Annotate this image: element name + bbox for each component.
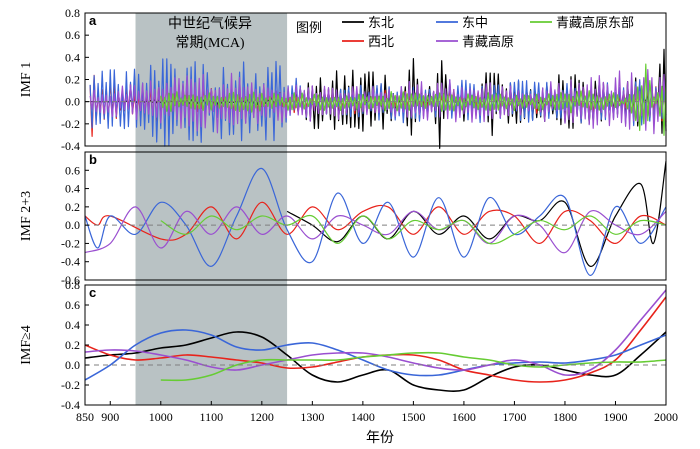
y-tick-label: -0.6 [61,273,80,287]
y-tick-label: -0.4 [61,255,80,269]
y-tick-label: 0.4 [65,318,80,332]
y-tick-label: -0.2 [61,117,80,131]
x-tick-label: 1400 [351,410,375,424]
y-tick-label: 0.4 [65,182,80,196]
panel-label-b: b [89,152,97,167]
y-tick-label: 0.0 [65,218,80,232]
y-tick-label: -0.4 [61,139,80,153]
y-tick-label: 0.8 [65,278,80,292]
series-line-b-4 [84,206,667,254]
x-tick-label: 1500 [401,410,425,424]
series-line-c-5 [160,351,667,382]
legend-entry-label: 西北 [368,34,394,49]
legend-entry-label: 青藏高原东部 [556,15,634,30]
x-tick-label: 1900 [603,410,627,424]
y-axis-label-b: IMF 2+3 [19,191,34,241]
y-tick-label: 0.2 [65,338,80,352]
x-tick-label: 1100 [200,410,224,424]
y-tick-label: 0.2 [65,200,80,214]
legend-entry-label: 东中 [462,15,488,30]
series-line-b-3 [84,167,667,277]
legend-title: 图例 [296,20,322,35]
x-tick-label: 1300 [300,410,324,424]
y-tick-label: -0.2 [61,378,80,392]
series-line-b-2 [84,201,667,244]
mca-shaded-band [135,13,288,405]
x-tick-label: 900 [101,410,119,424]
series-line-c-4 [84,289,667,376]
x-tick-label: 850 [76,410,94,424]
y-tick-label: 0.4 [65,50,80,64]
x-tick-label: 2000 [654,410,678,424]
x-tick-label: 1600 [452,410,476,424]
y-tick-label: 0.0 [65,95,80,109]
x-tick-label: 1200 [250,410,274,424]
mca-label-line1: 中世纪气候异 [168,16,252,32]
series-line-a-5 [160,63,667,136]
legend-entry-label: 青藏高原 [462,34,514,49]
legend-entry-label: 东北 [368,15,394,30]
panel-label-a: a [89,13,97,28]
panel-label-c: c [89,285,96,300]
x-tick-label: 1000 [149,410,173,424]
x-axis-label: 年份 [366,430,394,446]
y-tick-label: 0.8 [65,6,80,20]
y-tick-label: 0.2 [65,73,80,87]
y-axis-label-a: IMF 1 [19,62,34,97]
x-tick-label: 1800 [553,410,577,424]
panel-frame-b [84,151,667,281]
y-tick-label: 0.0 [65,358,80,372]
y-tick-label: -0.4 [61,398,80,412]
y-tick-label: 0.6 [65,28,80,42]
y-tick-label: 0.6 [65,298,80,312]
y-tick-label: 0.6 [65,163,80,177]
mca-label-line2: 常期(MCA) [175,35,245,51]
y-tick-label: -0.2 [61,236,80,250]
series-line-b-5 [160,214,667,245]
series-line-c-1 [84,331,667,392]
y-axis-label-c: IMF≥4 [19,325,34,365]
x-tick-label: 1700 [502,410,526,424]
